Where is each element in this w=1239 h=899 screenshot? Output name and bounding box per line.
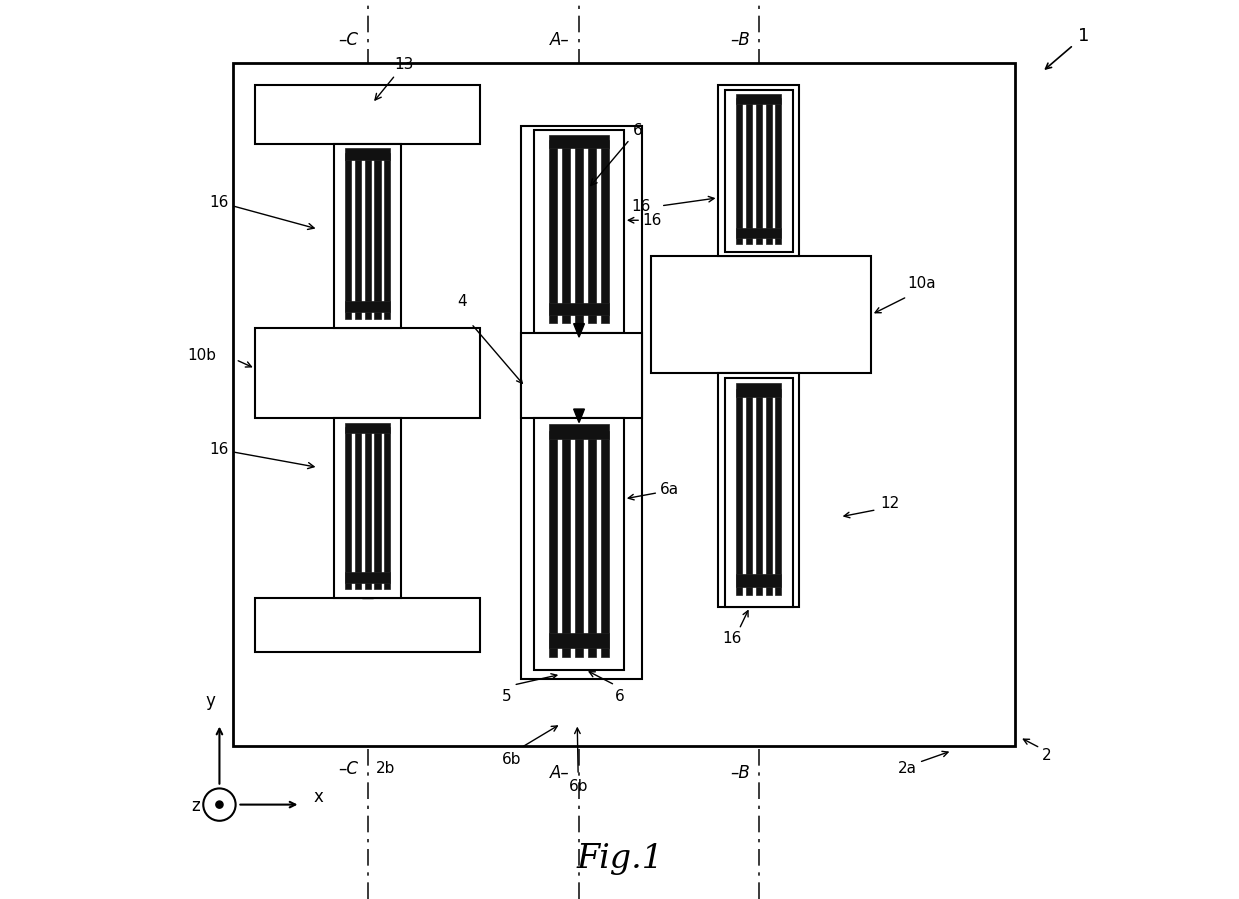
Text: 2: 2 <box>1042 748 1052 762</box>
Text: 10b: 10b <box>188 348 217 362</box>
Bar <box>384 153 390 319</box>
Bar <box>534 130 624 333</box>
Bar <box>719 85 799 256</box>
Text: –B: –B <box>730 764 750 782</box>
Bar <box>549 431 558 657</box>
Bar <box>563 431 570 657</box>
Text: 16: 16 <box>209 195 315 229</box>
Bar <box>520 126 642 679</box>
Text: x: x <box>313 788 323 806</box>
Text: 4: 4 <box>457 294 467 308</box>
Text: 2a: 2a <box>898 761 917 776</box>
Bar <box>335 418 401 598</box>
Bar <box>746 389 752 595</box>
Bar <box>346 153 352 319</box>
Bar <box>549 303 610 316</box>
Polygon shape <box>574 324 585 337</box>
Bar <box>601 431 610 657</box>
Text: 1: 1 <box>1078 27 1089 45</box>
Bar <box>589 140 596 323</box>
Text: –C: –C <box>338 31 359 49</box>
Bar <box>346 148 390 159</box>
Bar <box>364 427 370 589</box>
Text: y: y <box>206 692 216 710</box>
Text: 5: 5 <box>502 690 512 704</box>
Bar <box>346 423 390 433</box>
Text: 16: 16 <box>209 442 313 468</box>
Bar <box>736 98 742 244</box>
Bar <box>549 633 610 648</box>
Text: –C: –C <box>338 760 359 778</box>
Text: Fig.1: Fig.1 <box>576 842 663 875</box>
Bar <box>725 90 793 252</box>
Bar <box>374 427 380 589</box>
Bar <box>346 572 390 583</box>
Bar <box>255 328 481 418</box>
Bar <box>364 153 370 319</box>
Bar <box>776 389 782 595</box>
Bar <box>356 427 361 589</box>
Text: A–: A– <box>550 31 570 49</box>
Text: 6: 6 <box>591 123 642 185</box>
Bar <box>575 431 584 657</box>
Text: 16: 16 <box>642 213 662 227</box>
Bar <box>335 144 401 328</box>
Bar <box>356 153 361 319</box>
Bar <box>736 383 782 397</box>
Bar <box>766 98 772 244</box>
Bar <box>650 256 871 373</box>
Bar <box>725 378 793 607</box>
Bar <box>756 389 762 595</box>
Polygon shape <box>574 409 585 423</box>
Bar <box>736 93 782 103</box>
Bar <box>776 98 782 244</box>
Bar <box>766 389 772 595</box>
Bar <box>534 418 624 670</box>
Text: 2b: 2b <box>377 761 395 776</box>
Text: 6b: 6b <box>502 752 522 767</box>
Bar <box>719 373 799 607</box>
Circle shape <box>216 801 223 808</box>
Text: A–: A– <box>550 764 570 782</box>
Text: 6b: 6b <box>569 779 589 794</box>
Bar <box>549 140 558 323</box>
Text: 16: 16 <box>722 631 742 645</box>
Bar <box>746 98 752 244</box>
Bar <box>549 424 610 440</box>
Bar <box>756 98 762 244</box>
Bar <box>736 228 782 238</box>
Bar <box>346 427 352 589</box>
Bar <box>736 574 782 587</box>
Text: 10a: 10a <box>907 276 935 290</box>
Text: 6a: 6a <box>660 483 679 497</box>
Text: 13: 13 <box>375 58 414 100</box>
Text: 6: 6 <box>615 690 624 704</box>
Bar <box>255 85 481 144</box>
Text: 12: 12 <box>880 496 900 511</box>
Bar <box>346 301 390 313</box>
Bar <box>362 418 373 598</box>
Bar <box>549 136 610 147</box>
Bar <box>374 153 380 319</box>
Bar <box>233 63 1015 746</box>
Text: z: z <box>191 797 199 815</box>
Bar <box>255 598 481 652</box>
Bar <box>520 333 642 418</box>
Text: 16: 16 <box>632 200 650 214</box>
Bar <box>589 431 596 657</box>
Bar <box>601 140 610 323</box>
Bar <box>384 427 390 589</box>
Bar <box>563 140 570 323</box>
Bar <box>736 389 742 595</box>
Text: –B: –B <box>730 31 750 49</box>
Bar <box>575 140 584 323</box>
